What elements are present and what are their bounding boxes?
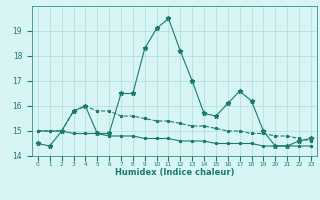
X-axis label: Humidex (Indice chaleur): Humidex (Indice chaleur)	[115, 168, 234, 177]
